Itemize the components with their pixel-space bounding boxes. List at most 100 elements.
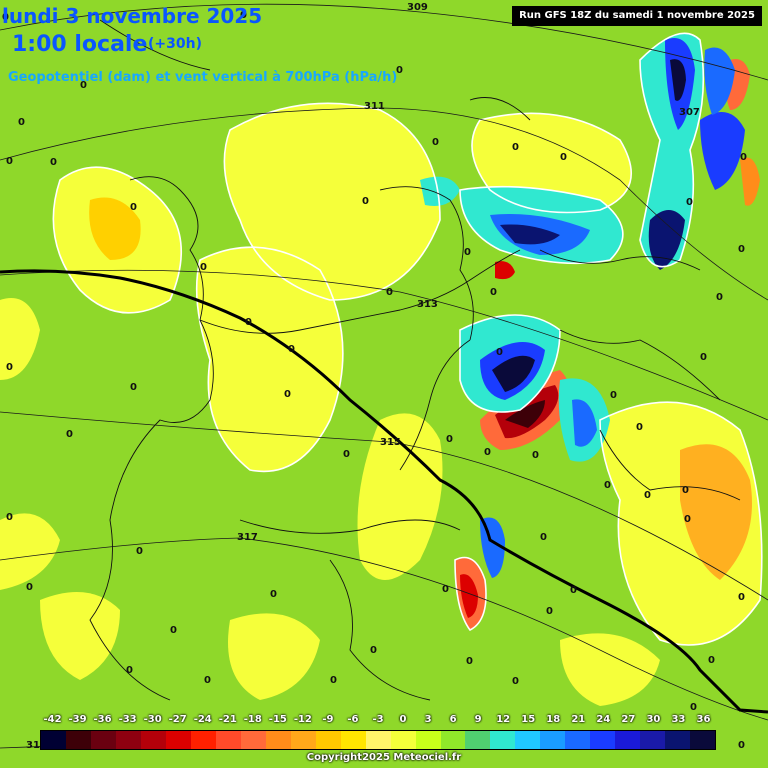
legend-tick-label: 30 [646,714,661,725]
vertical-wind-field [0,33,762,706]
geopotential-label: 311 [364,101,385,112]
zero-contour-label: 0 [532,450,539,461]
legend-swatch [615,731,641,749]
zero-contour-label: 0 [496,347,503,358]
zero-contour-label: 0 [490,287,497,298]
legend-swatch [440,731,466,749]
legend-swatch [140,731,166,749]
legend-tick-label: -39 [68,714,87,725]
zero-contour-label: 0 [708,655,715,666]
legend-swatch [690,731,716,749]
legend-tick-label: 24 [596,714,611,725]
zero-contour-label: 0 [6,362,13,373]
legend-swatch [41,731,66,749]
legend-swatch [365,731,391,749]
legend-tick-label: -15 [268,714,287,725]
thick-black-line [0,269,768,714]
geopotential-label: 313 [417,299,438,310]
color-legend [40,730,716,750]
legend-labels: -42 -39 -36 -33 -30 -27 -24 -21 -18 -15 -12 -9 -6 -3 0… [40,714,730,728]
zero-contour-label: 0 [18,117,25,128]
zero-contour-label: 0 [610,390,617,401]
legend-tick-label: -42 [43,714,62,725]
zero-contour-label: 0 [604,480,611,491]
legend-tick-label: 12 [496,714,511,725]
zero-contour-label: 0 [245,317,252,328]
legend-swatch [340,731,366,749]
zero-contour-label: 0 [466,656,473,667]
legend-tick-label: 36 [696,714,711,725]
legend-tick-label: 18 [546,714,561,725]
zero-contour-label: 0 [716,292,723,303]
zero-contour-label: 0 [560,152,567,163]
legend-swatch [565,731,591,749]
zero-contour-label: 0 [130,382,137,393]
legend-tick-label: 3 [424,714,432,725]
zero-contour-label: 0 [690,702,697,713]
legend-tick-label: -36 [93,714,112,725]
zero-contour-label: 0 [370,645,377,656]
legend-swatch [390,731,416,749]
zero-contour-label: 0 [26,582,33,593]
geopotential-labels: 309 311 313 315 317 319 307 [26,2,700,751]
geopotential-label: 307 [679,107,700,118]
legend-tick-label: -12 [293,714,312,725]
legend-swatch [65,731,91,749]
legend-tick-label: 0 [399,714,407,725]
zero-contour-label: 0 [738,244,745,255]
legend-tick-label: 6 [449,714,457,725]
legend-swatch [515,731,541,749]
geopotential-label: 315 [380,437,401,448]
zero-contour-label: 0 [288,344,295,355]
zero-labels: 0 0 0 0 0 0 0 0 0 0 0 0 0 0 0 0 0 0 0 0 0 0 0 0 0 0 0 0 0 0 0 0 0 0 0 0 0 0 0 0… [2,10,747,751]
legend-swatch [215,731,241,749]
legend-tick-label: -6 [347,714,359,725]
zero-contour-label: 0 [80,80,87,91]
legend-swatch [465,731,491,749]
product-title: Geopotentiel (dam) et vent vertical à 70… [8,70,398,85]
zero-contour-label: 0 [686,197,693,208]
legend-swatch [290,731,316,749]
zero-contour-label: 0 [330,675,337,686]
zero-contour-label: 0 [540,532,547,543]
zero-contour-label: 0 [66,429,73,440]
legend-swatch [665,731,691,749]
zero-contour-label: 0 [738,592,745,603]
legend-swatch [90,731,116,749]
legend-swatch [590,731,616,749]
legend-swatch [315,731,341,749]
legend-swatch [240,731,266,749]
zero-contour-label: 0 [362,196,369,207]
legend-swatch [490,731,516,749]
legend-tick-label: -24 [193,714,212,725]
legend-tick-label: -18 [243,714,262,725]
legend-tick-label: 27 [621,714,636,725]
legend-tick-label: -30 [143,714,162,725]
zero-contour-label: 0 [6,512,13,523]
zero-contour-label: 0 [240,10,247,21]
legend-tick-label: 15 [521,714,536,725]
legend-tick-label: -9 [322,714,334,725]
legend-swatch [190,731,216,749]
zero-contour-label: 0 [484,447,491,458]
zero-contour-label: 0 [464,247,471,258]
zero-contour-label: 0 [126,665,133,676]
zero-contour-label: 0 [740,152,747,163]
zero-contour-label: 0 [570,585,577,596]
zero-contour-label: 0 [700,352,707,363]
legend-swatch [640,731,666,749]
zero-contour-label: 0 [130,202,137,213]
geopotential-label: 309 [407,2,428,13]
geopotential-isolines [0,3,768,749]
country-borders [89,19,741,701]
zero-contour-label: 0 [546,606,553,617]
copyright: Copyright2025 Meteociel.fr [306,752,462,763]
zero-contour-label: 0 [204,675,211,686]
zero-contour-label: 0 [2,12,9,23]
legend-tick-label: 9 [474,714,482,725]
legend-swatch [115,731,141,749]
run-info: Run GFS 18Z du samedi 1 novembre 2025 [512,6,762,26]
zero-contour-label: 0 [343,449,350,460]
legend-tick-label: -21 [218,714,237,725]
